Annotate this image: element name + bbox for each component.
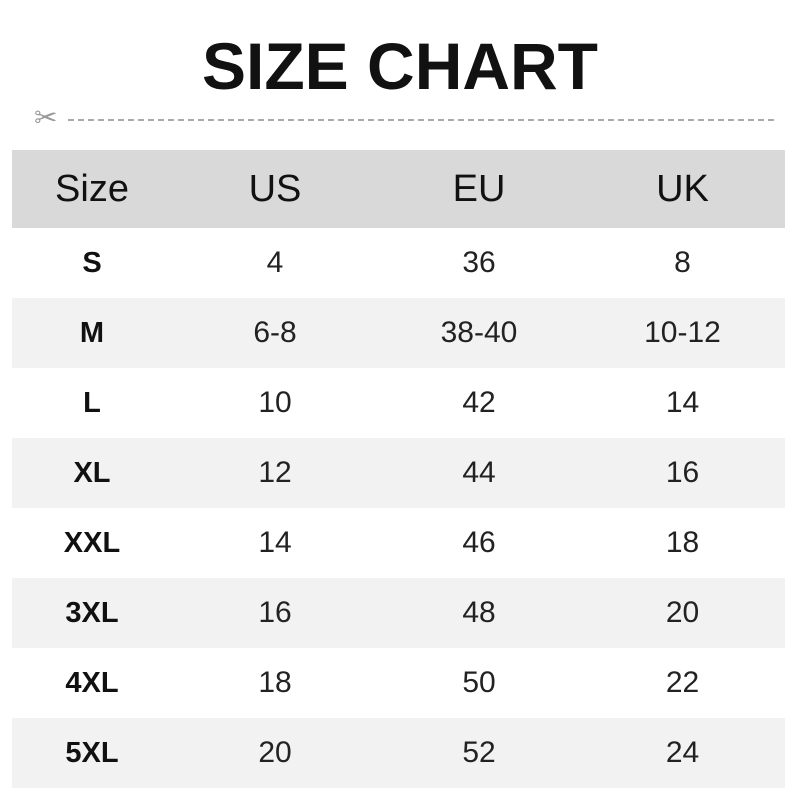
table-row: M 6-8 38-40 10-12 (12, 298, 785, 368)
cell-eu: 48 (462, 596, 496, 629)
cut-line: ✂ (34, 104, 774, 132)
table-row: L 10 42 14 (12, 368, 785, 438)
cell-us: 20 (258, 736, 292, 769)
cell-us: 6-8 (253, 316, 297, 349)
cell-size: S (82, 246, 102, 279)
cell-size: L (83, 386, 101, 419)
cell-uk: 20 (665, 596, 700, 629)
table-header: Size US EU UK (12, 150, 785, 228)
cell-uk: 16 (665, 456, 700, 489)
cell-us: 12 (258, 456, 292, 489)
cell-uk: 22 (665, 666, 700, 699)
table-row: 5XL 20 52 24 (12, 718, 785, 788)
table-row: 4XL 18 50 22 (12, 648, 785, 718)
cell-eu: 38-40 (440, 316, 518, 349)
cell-size: XL (73, 456, 111, 489)
size-table: Size US EU UK S 4 36 8 M 6-8 38-40 10-12 L 10 42 14… (12, 150, 785, 788)
cell-eu: 36 (462, 246, 496, 279)
dashed-divider (68, 119, 774, 121)
header-uk: UK (656, 167, 709, 210)
cell-eu: 42 (462, 386, 496, 419)
cell-size: 5XL (65, 736, 119, 769)
cell-us: 16 (258, 596, 292, 629)
cell-us: 18 (258, 666, 292, 699)
cell-size: M (79, 316, 105, 349)
cell-size: XXL (63, 526, 121, 559)
cell-us: 4 (266, 246, 284, 279)
table-row: XXL 14 46 18 (12, 508, 785, 578)
header-eu: EU (452, 167, 506, 210)
cell-eu: 46 (462, 526, 496, 559)
cell-uk: 10-12 (644, 316, 721, 349)
table-row: 3XL 16 48 20 (12, 578, 785, 648)
cell-size: 4XL (65, 666, 119, 699)
cell-uk: 14 (665, 386, 700, 419)
cell-us: 14 (258, 526, 292, 559)
header-size: Size (55, 167, 129, 210)
cell-eu: 50 (462, 666, 496, 699)
cell-uk: 18 (665, 526, 700, 559)
cell-size: 3XL (65, 596, 119, 629)
cell-us: 10 (258, 386, 292, 419)
table-row: S 4 36 8 (12, 228, 785, 298)
page-title: SIZE CHART (202, 29, 598, 103)
cell-uk: 24 (665, 736, 700, 769)
header-us: US (248, 167, 302, 210)
table-row: XL 12 44 16 (12, 438, 785, 508)
cell-uk: 8 (674, 246, 691, 279)
cell-eu: 44 (462, 456, 496, 489)
scissors-icon: ✂ (34, 102, 58, 133)
cell-eu: 52 (462, 736, 496, 769)
